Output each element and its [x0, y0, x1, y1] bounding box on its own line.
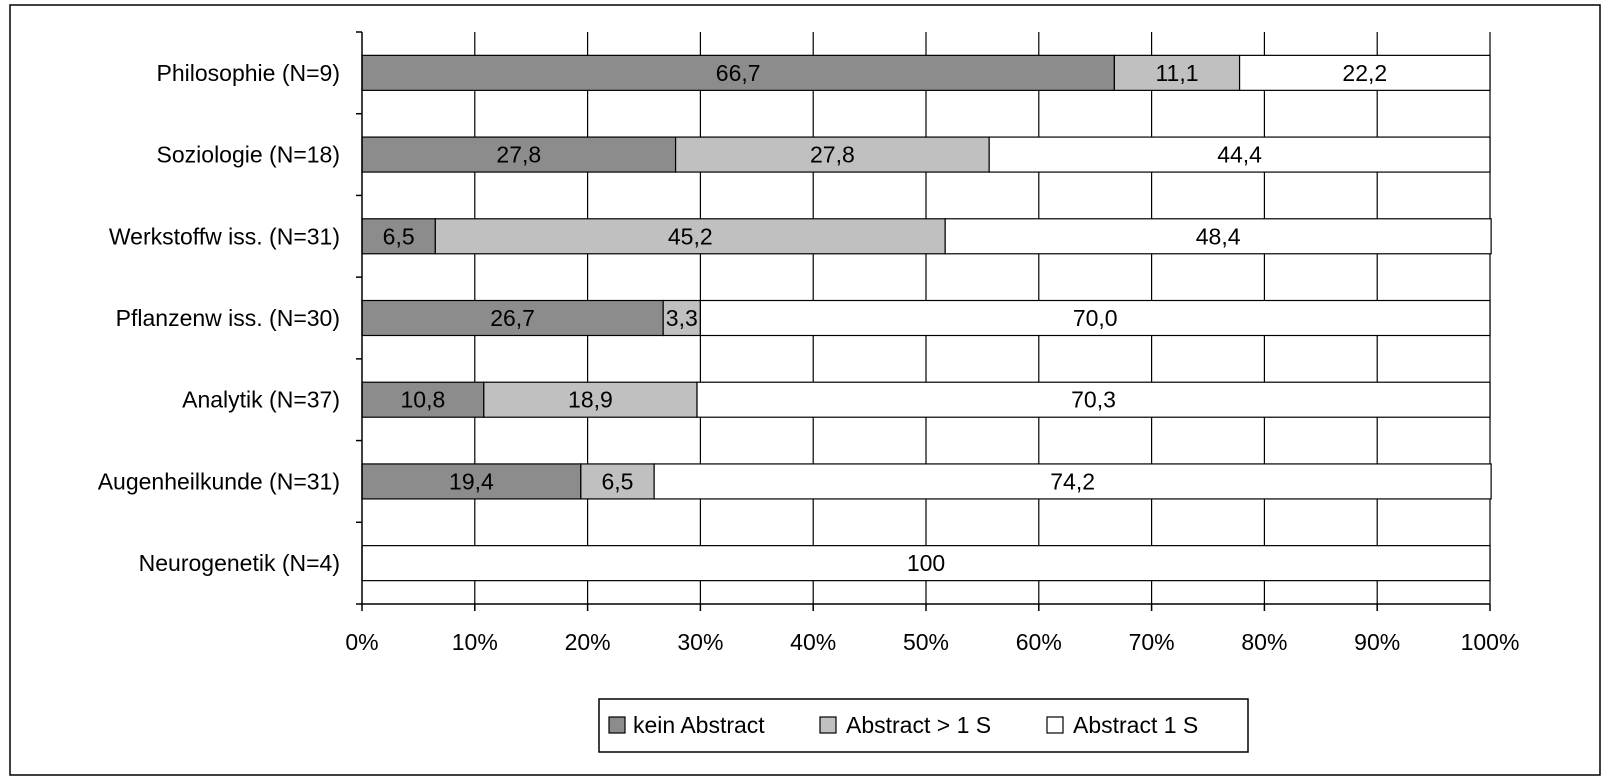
x-tick-label-10: 100% — [1461, 629, 1520, 655]
category-label-5: Augenheilkunde (N=31) — [98, 468, 340, 494]
legend-swatch-0 — [609, 717, 625, 733]
data-label-4-0: 10,8 — [401, 387, 446, 413]
x-tick-label-5: 50% — [903, 629, 949, 655]
legend: kein Abstract Abstract > 1 S Abstract 1 S — [599, 699, 1248, 752]
x-tick-label-7: 70% — [1129, 629, 1175, 655]
data-label-2-1: 45,2 — [668, 223, 713, 249]
data-label-1-2: 44,4 — [1217, 142, 1262, 168]
x-tick-label-1: 10% — [452, 629, 498, 655]
data-label-0-0: 66,7 — [716, 60, 761, 86]
category-label-0: Philosophie (N=9) — [157, 60, 340, 86]
data-label-6-2: 100 — [907, 550, 945, 576]
category-label-1: Soziologie (N=18) — [157, 142, 340, 168]
data-label-1-0: 27,8 — [496, 142, 541, 168]
legend-label-0: kein Abstract — [633, 712, 765, 738]
category-label-6: Neurogenetik (N=4) — [139, 550, 340, 576]
data-label-3-1: 3,3 — [666, 305, 698, 331]
legend-label-1: Abstract > 1 S — [846, 712, 991, 738]
x-tick-label-3: 30% — [677, 629, 723, 655]
category-label-2: Werkstoffw iss. (N=31) — [109, 223, 340, 249]
data-label-5-2: 74,2 — [1050, 468, 1095, 494]
x-tick-label-4: 40% — [790, 629, 836, 655]
data-label-0-2: 22,2 — [1342, 60, 1387, 86]
x-tick-label-8: 80% — [1241, 629, 1287, 655]
data-label-1-1: 27,8 — [810, 142, 855, 168]
data-label-5-0: 19,4 — [449, 468, 494, 494]
data-label-3-0: 26,7 — [490, 305, 535, 331]
category-label-4: Analytik (N=37) — [182, 387, 340, 413]
category-label-3: Pflanzenw iss. (N=30) — [116, 305, 340, 331]
data-label-4-1: 18,9 — [568, 387, 613, 413]
data-label-0-1: 11,1 — [1155, 60, 1198, 86]
x-tick-label-9: 90% — [1354, 629, 1400, 655]
x-tick-label-6: 60% — [1016, 629, 1062, 655]
data-label-5-1: 6,5 — [601, 468, 633, 494]
data-label-2-2: 48,4 — [1196, 223, 1241, 249]
data-label-3-2: 70,0 — [1073, 305, 1118, 331]
x-tick-label-2: 20% — [565, 629, 611, 655]
legend-swatch-1 — [820, 717, 836, 733]
legend-label-2: Abstract 1 S — [1073, 712, 1198, 738]
x-tick-label-0: 0% — [345, 629, 378, 655]
data-label-4-2: 70,3 — [1071, 387, 1116, 413]
legend-swatch-2 — [1047, 717, 1063, 733]
data-label-2-0: 6,5 — [383, 223, 415, 249]
